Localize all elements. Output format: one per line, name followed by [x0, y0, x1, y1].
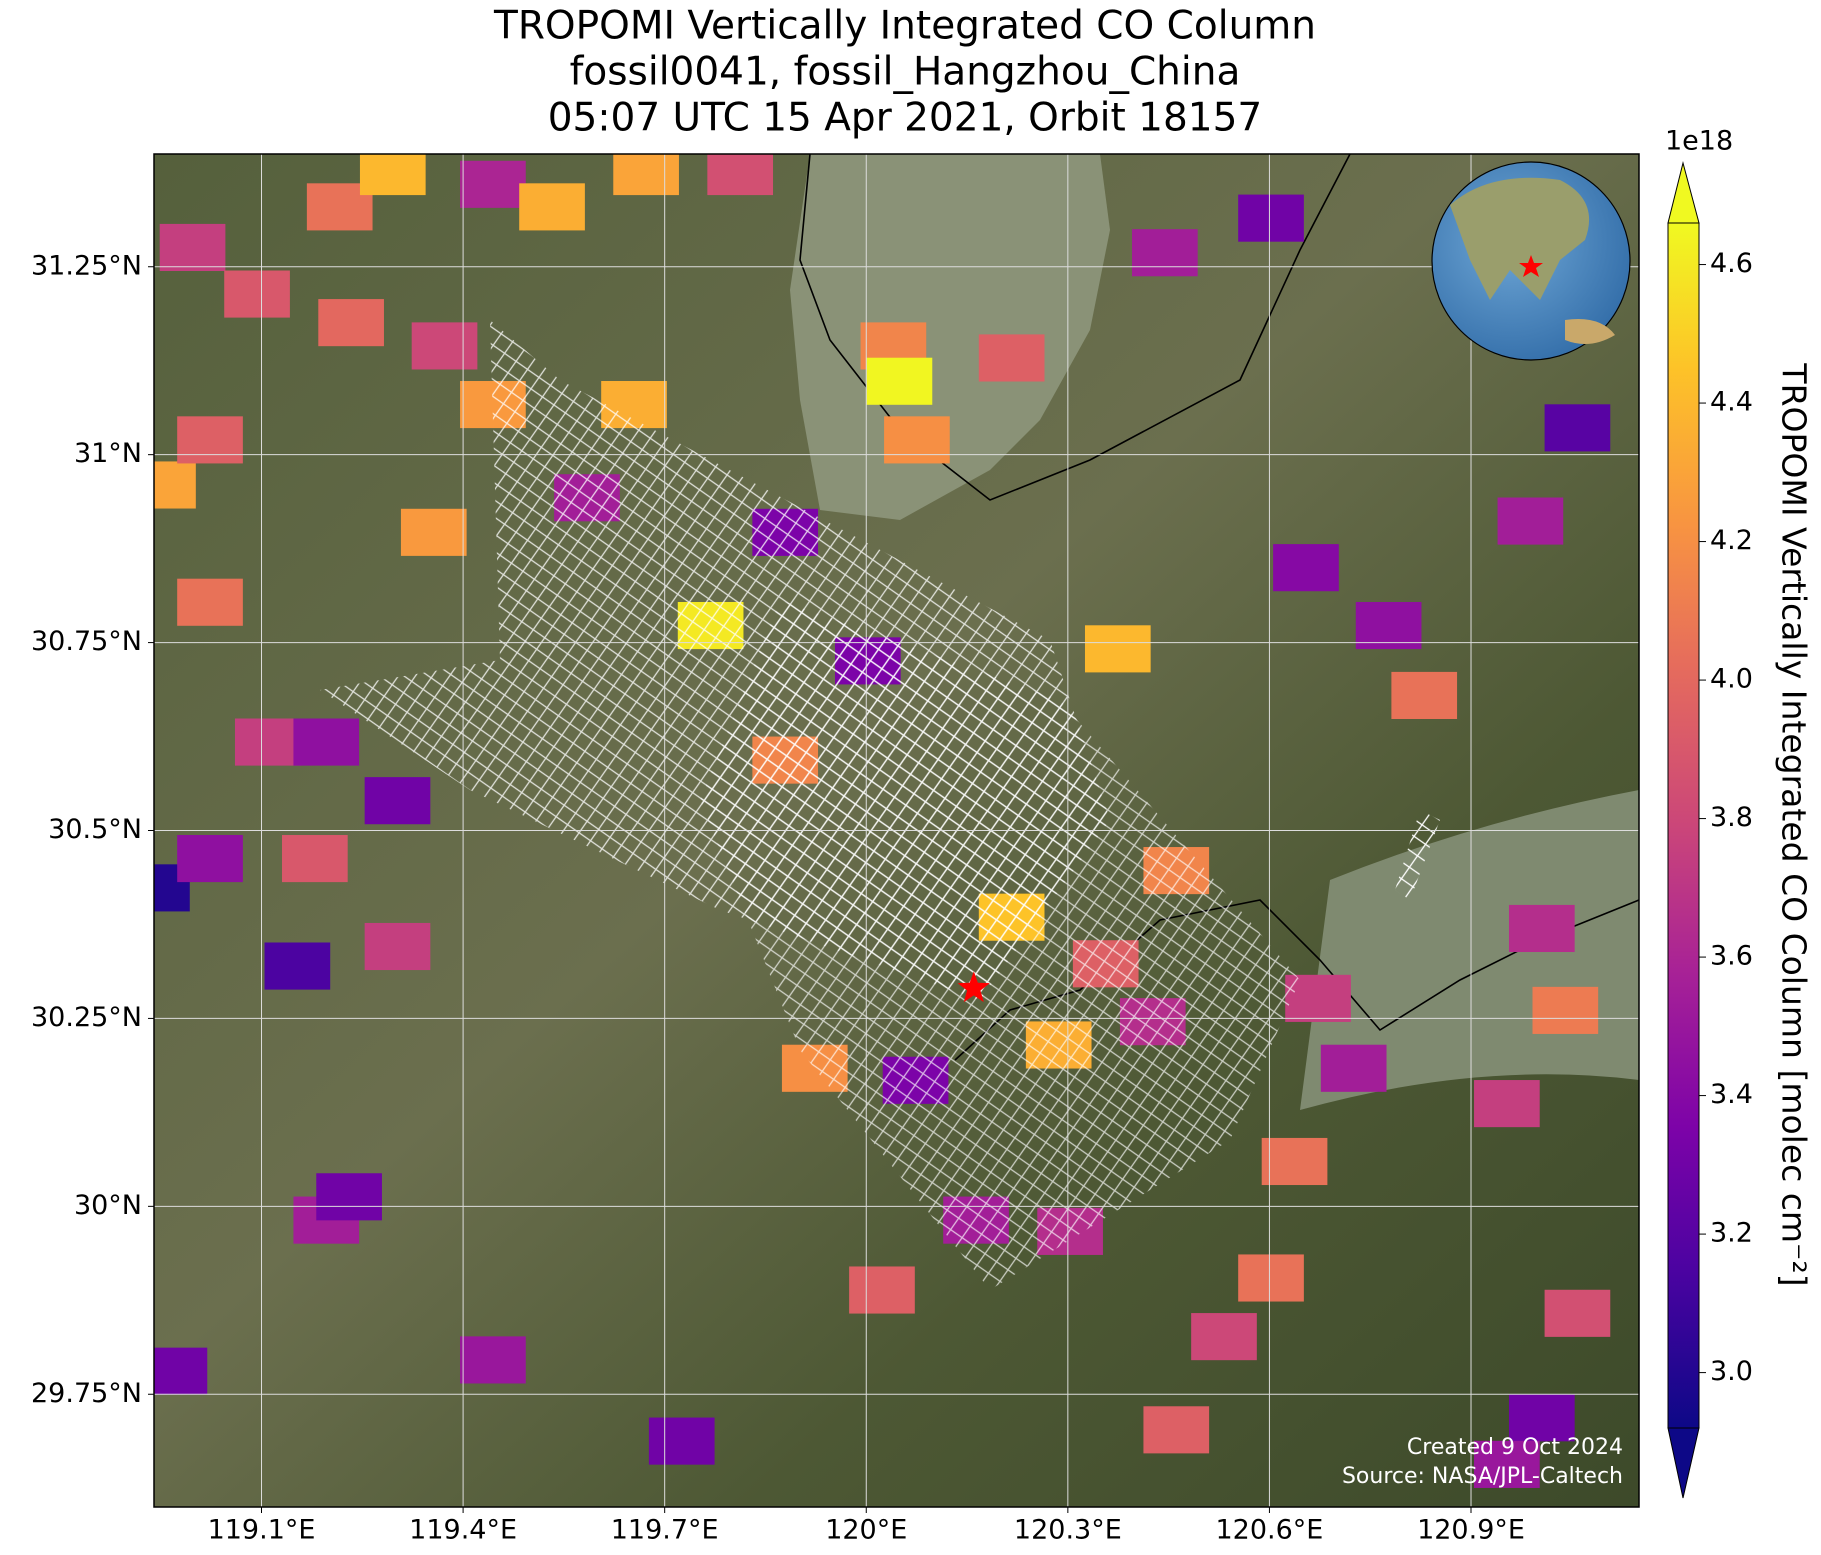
co-pixel — [316, 1173, 382, 1221]
colorbar-tick-label: 4.6 — [1710, 248, 1753, 279]
continent — [1565, 319, 1615, 344]
title: TROPOMI Vertically Integrated CO Column … — [493, 4, 1316, 141]
axes: 119.1°E 119.4°E 119.7°E 120°E 120.3°E 120.6°E… — [31, 248, 1753, 1545]
co-pixel — [154, 461, 196, 509]
co-pixel — [613, 154, 679, 196]
co-pixel — [177, 578, 243, 626]
title-line: fossil0041, fossil_Hangzhou_China — [570, 50, 1241, 95]
y-tick-label: 31.25°N — [31, 250, 142, 281]
co-pixel — [884, 416, 950, 464]
co-pixel — [1544, 1289, 1611, 1337]
co-pixel — [364, 922, 431, 971]
colorbar: 1e18 TROPOMI Vertically Integrated CO Co… — [1665, 126, 1814, 1499]
colorbar-tick-label: 3.8 — [1710, 802, 1753, 833]
colorbar-tick-label: 3.0 — [1710, 1356, 1753, 1387]
grid — [154, 154, 1639, 1507]
co-pixel — [1391, 671, 1458, 720]
co-pixel — [1497, 497, 1564, 545]
co-pixel — [1508, 904, 1575, 953]
y-tick-label: 30.25°N — [31, 1002, 142, 1033]
credit: Created 9 Oct 2024 — [1407, 1435, 1623, 1460]
co-pixel — [293, 718, 360, 766]
co-pixel — [1544, 404, 1611, 452]
y-tick-label: 29.75°N — [31, 1378, 142, 1409]
title-line: 05:07 UTC 15 Apr 2021, Orbit 18157 — [548, 96, 1263, 141]
y-tick-label: 30.5°N — [48, 814, 142, 845]
colorbar-tick-label: 3.6 — [1710, 941, 1753, 972]
co-pixel — [282, 835, 348, 883]
x-tick-label: 120°E — [825, 1515, 907, 1546]
co-pixel — [866, 357, 933, 405]
y-tick-label: 30°N — [74, 1190, 142, 1221]
co-pixel — [648, 1417, 715, 1465]
lake — [790, 154, 1110, 520]
co-pixel — [264, 942, 331, 990]
co-pixel — [1238, 194, 1304, 242]
co-pixel — [359, 154, 426, 196]
co-pixel — [1238, 1254, 1304, 1302]
co-pixel — [159, 223, 226, 272]
co-pixel — [1132, 229, 1198, 277]
footprint-overlay — [1395, 810, 1440, 900]
x-tick-label: 120.3°E — [1014, 1515, 1122, 1546]
colorbar-tick-label: 4.4 — [1710, 387, 1753, 418]
credit: Source: NASA/JPL-Caltech — [1342, 1464, 1623, 1489]
globe-inset — [1431, 161, 1631, 361]
co-pixel — [460, 1336, 526, 1384]
continent — [1450, 177, 1590, 300]
co-pixel — [154, 1347, 208, 1395]
co-pixel — [177, 416, 243, 464]
colorbar-tick-label: 3.2 — [1710, 1218, 1753, 1249]
map: Created 9 Oct 2024 Source: NASA/JPL-Calt… — [154, 154, 1639, 1507]
co-pixel — [1273, 544, 1339, 592]
co-pixel — [1474, 1440, 1540, 1488]
co-pixel — [177, 835, 243, 883]
co-pixel — [849, 1266, 915, 1314]
x-tick-label: 119.4°E — [409, 1515, 517, 1546]
colorbar-tick-label: 4.0 — [1710, 664, 1753, 695]
colorbar-tick-label: 4.2 — [1710, 525, 1753, 556]
co-pixel — [318, 299, 384, 347]
x-tick-label: 120.6°E — [1216, 1515, 1324, 1546]
co-pixel — [1355, 601, 1422, 650]
co-pixel — [519, 183, 585, 231]
co-pixel — [411, 322, 478, 370]
footprint-overlay — [700, 600, 1300, 1290]
site-marker — [957, 971, 990, 1003]
y-tick-label: 30.75°N — [31, 626, 142, 657]
x-tick-label: 120.9°E — [1417, 1515, 1525, 1546]
colorbar-exponent: 1e18 — [1665, 126, 1733, 157]
co-pixel — [234, 718, 301, 766]
co-pixel — [1508, 1394, 1575, 1442]
title-line: TROPOMI Vertically Integrated CO Column — [493, 4, 1316, 49]
colorbar-label: TROPOMI Vertically Integrated CO Column … — [1775, 362, 1814, 1286]
co-pixel — [1532, 986, 1599, 1034]
y-tick-label: 31°N — [74, 438, 142, 469]
colorbar-body — [1667, 222, 1700, 1429]
globe-marker — [1519, 255, 1543, 277]
co-pixel — [707, 154, 774, 196]
co-pixel — [224, 270, 290, 318]
coastline — [799, 154, 1351, 501]
co-pixel — [1191, 1313, 1257, 1361]
co-pixel — [400, 508, 467, 556]
x-tick-label: 119.7°E — [611, 1515, 719, 1546]
x-tick-label: 119.1°E — [208, 1515, 316, 1546]
co-pixel — [1474, 1080, 1540, 1128]
co-pixel — [1143, 1406, 1210, 1454]
co-pixel — [1084, 625, 1151, 673]
co-pixel — [978, 334, 1045, 382]
co-pixel — [1261, 1137, 1328, 1186]
co-pixel — [364, 777, 431, 825]
colorbar-extend-min — [1667, 1427, 1700, 1499]
co-pixel — [460, 160, 526, 208]
co-pixel — [1320, 1044, 1387, 1092]
colorbar-tick-label: 3.4 — [1710, 1079, 1753, 1110]
colorbar-extend-max — [1667, 161, 1700, 224]
